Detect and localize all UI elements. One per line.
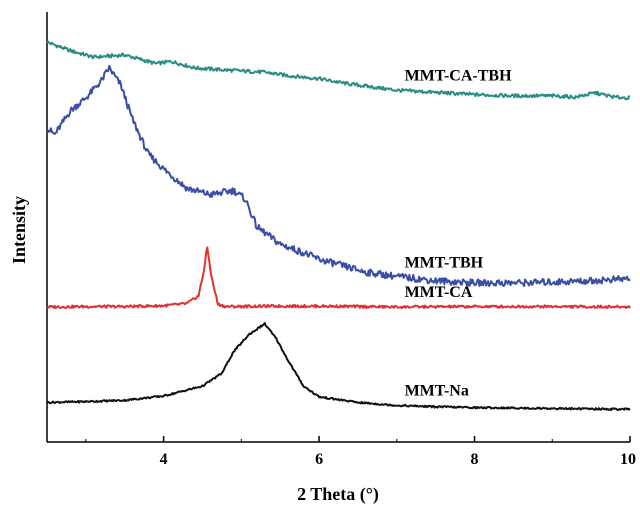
series-label-mmt-na: MMT-Na bbox=[405, 383, 469, 400]
x-axis-title: 2 Theta (°) bbox=[297, 484, 379, 505]
y-axis-title: Intensity bbox=[9, 196, 29, 264]
x-tick-label: 4 bbox=[160, 451, 168, 468]
series-labels: MMT-CA-TBH MMT-TBH MMT-CA MMT-Na bbox=[405, 68, 513, 400]
x-tick-label: 10 bbox=[620, 451, 636, 468]
series-label-mmt-ca-tbh: MMT-CA-TBH bbox=[405, 68, 513, 85]
x-tick-label: 8 bbox=[471, 451, 479, 468]
x-axis-ticks: 4 6 8 10 bbox=[86, 436, 636, 468]
series-label-mmt-ca: MMT-CA bbox=[405, 284, 473, 301]
x-tick-label: 6 bbox=[315, 451, 323, 468]
series-layer bbox=[47, 42, 630, 410]
series-line-mmt-ca bbox=[47, 248, 630, 309]
series-label-mmt-tbh: MMT-TBH bbox=[405, 254, 484, 271]
plot-frame bbox=[47, 12, 630, 442]
series-line-mmt-na bbox=[47, 323, 630, 410]
series-line-mmt-ca-tbh bbox=[47, 42, 630, 100]
series-line-mmt-tbh bbox=[47, 66, 630, 286]
